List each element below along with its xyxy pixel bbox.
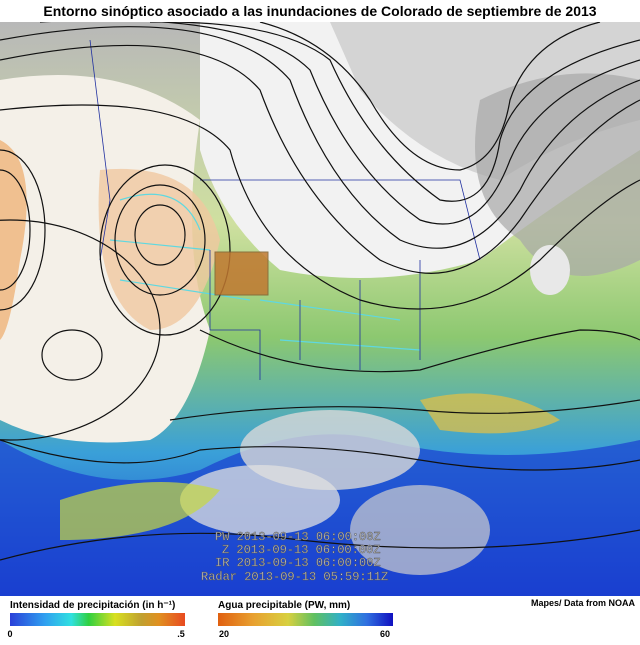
storm-cloud xyxy=(530,245,570,295)
map: PW 2013-09-13 06:00:00Z Z 2013-09-13 06:… xyxy=(0,22,640,596)
timestamp: Radar 2013-09-13 05:59:11Z xyxy=(201,570,388,584)
colorbar-label: .5 xyxy=(177,629,185,639)
legend-title: Agua precipitable (PW, mm) xyxy=(218,600,350,611)
timestamp: PW 2013-09-13 06:00:00Z xyxy=(215,530,381,544)
storm-cloud xyxy=(180,465,340,535)
colorbar-label: 20 xyxy=(219,629,229,639)
colorado-highlight xyxy=(214,251,269,296)
colorbar xyxy=(10,613,185,626)
title: Entorno sinóptico asociado a las inundac… xyxy=(43,3,596,19)
state-lines xyxy=(109,193,421,351)
timestamp: IR 2013-09-13 06:00:00Z xyxy=(215,556,381,570)
credit: Mapes/ Data from NOAA xyxy=(531,598,636,608)
timestamp: Z 2013-09-13 06:00:00Z xyxy=(222,543,380,557)
pw-band xyxy=(60,482,220,540)
colorbar xyxy=(218,613,393,626)
borders xyxy=(89,39,481,380)
colorbar-label: 0 xyxy=(7,629,12,639)
storm-cloud xyxy=(350,485,490,575)
colorbar-label: 60 xyxy=(380,629,390,639)
contours xyxy=(0,22,640,561)
legend-title: Intensidad de precipitación (in h⁻¹) xyxy=(10,600,175,611)
dry-region xyxy=(98,168,220,330)
dry-region xyxy=(0,140,27,340)
